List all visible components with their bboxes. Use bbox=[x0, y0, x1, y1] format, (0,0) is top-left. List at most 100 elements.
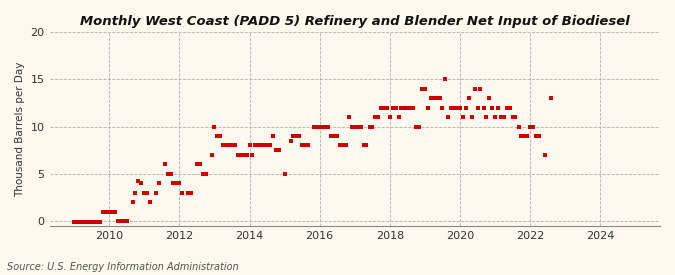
Point bbox=[242, 153, 252, 157]
Point bbox=[78, 220, 88, 224]
Text: Source: U.S. Energy Information Administration: Source: U.S. Energy Information Administ… bbox=[7, 262, 238, 272]
Point bbox=[215, 134, 226, 138]
Point bbox=[110, 210, 121, 214]
Point bbox=[545, 96, 556, 100]
Point bbox=[209, 124, 220, 129]
Point bbox=[469, 87, 480, 91]
Point bbox=[279, 172, 290, 176]
Point bbox=[139, 191, 150, 195]
Point bbox=[302, 143, 313, 148]
Point bbox=[174, 181, 185, 186]
Point bbox=[487, 105, 497, 110]
Point bbox=[253, 143, 264, 148]
Point bbox=[431, 96, 442, 100]
Point bbox=[194, 162, 205, 167]
Point bbox=[165, 172, 176, 176]
Point bbox=[376, 105, 387, 110]
Point bbox=[198, 172, 209, 176]
Point bbox=[267, 134, 278, 138]
Point bbox=[367, 124, 378, 129]
Point bbox=[332, 134, 343, 138]
Point bbox=[200, 172, 211, 176]
Point bbox=[420, 87, 431, 91]
Point bbox=[464, 96, 475, 100]
Point bbox=[265, 143, 275, 148]
Title: Monthly West Coast (PADD 5) Refinery and Blender Net Input of Biodiesel: Monthly West Coast (PADD 5) Refinery and… bbox=[80, 15, 630, 28]
Point bbox=[230, 143, 240, 148]
Point bbox=[104, 210, 115, 214]
Point bbox=[364, 124, 375, 129]
Point bbox=[414, 124, 425, 129]
Point bbox=[394, 115, 404, 119]
Point bbox=[273, 148, 284, 152]
Point bbox=[425, 96, 436, 100]
Point bbox=[478, 105, 489, 110]
Point bbox=[171, 181, 182, 186]
Point bbox=[358, 143, 369, 148]
Point bbox=[379, 105, 389, 110]
Point bbox=[86, 220, 97, 224]
Point bbox=[373, 115, 383, 119]
Point bbox=[311, 124, 322, 129]
Point bbox=[355, 124, 366, 129]
Point bbox=[370, 115, 381, 119]
Point bbox=[466, 115, 477, 119]
Point bbox=[493, 105, 504, 110]
Point bbox=[300, 143, 310, 148]
Point bbox=[452, 105, 462, 110]
Point bbox=[297, 143, 308, 148]
Point bbox=[294, 134, 304, 138]
Point bbox=[291, 134, 302, 138]
Point bbox=[113, 219, 124, 223]
Point bbox=[396, 105, 407, 110]
Point bbox=[247, 153, 258, 157]
Point bbox=[326, 134, 337, 138]
Point bbox=[524, 124, 535, 129]
Point bbox=[183, 191, 194, 195]
Point bbox=[528, 124, 539, 129]
Point bbox=[98, 210, 109, 214]
Point bbox=[346, 124, 357, 129]
Point bbox=[163, 172, 173, 176]
Point bbox=[344, 115, 354, 119]
Point bbox=[192, 162, 202, 167]
Point bbox=[72, 220, 82, 224]
Point bbox=[460, 105, 471, 110]
Point bbox=[455, 105, 466, 110]
Point bbox=[207, 153, 217, 157]
Point bbox=[402, 105, 413, 110]
Point bbox=[484, 96, 495, 100]
Point bbox=[80, 220, 91, 224]
Point bbox=[335, 143, 346, 148]
Point bbox=[381, 105, 392, 110]
Point bbox=[458, 115, 468, 119]
Point bbox=[352, 124, 363, 129]
Point bbox=[399, 105, 410, 110]
Point bbox=[101, 210, 112, 214]
Point bbox=[75, 220, 86, 224]
Point bbox=[522, 134, 533, 138]
Point bbox=[212, 134, 223, 138]
Point bbox=[338, 143, 348, 148]
Point bbox=[119, 219, 130, 223]
Point bbox=[136, 181, 147, 186]
Point bbox=[385, 115, 396, 119]
Point bbox=[154, 181, 165, 186]
Point bbox=[489, 115, 500, 119]
Point bbox=[408, 105, 418, 110]
Point bbox=[95, 220, 106, 224]
Point bbox=[259, 143, 269, 148]
Point bbox=[186, 191, 196, 195]
Point bbox=[531, 134, 541, 138]
Point bbox=[495, 115, 506, 119]
Point bbox=[69, 220, 80, 224]
Point bbox=[539, 153, 550, 157]
Point bbox=[475, 87, 486, 91]
Point bbox=[429, 96, 439, 100]
Point bbox=[218, 143, 229, 148]
Point bbox=[437, 105, 448, 110]
Point bbox=[107, 210, 117, 214]
Point bbox=[423, 105, 433, 110]
Point bbox=[350, 124, 360, 129]
Point bbox=[133, 179, 144, 184]
